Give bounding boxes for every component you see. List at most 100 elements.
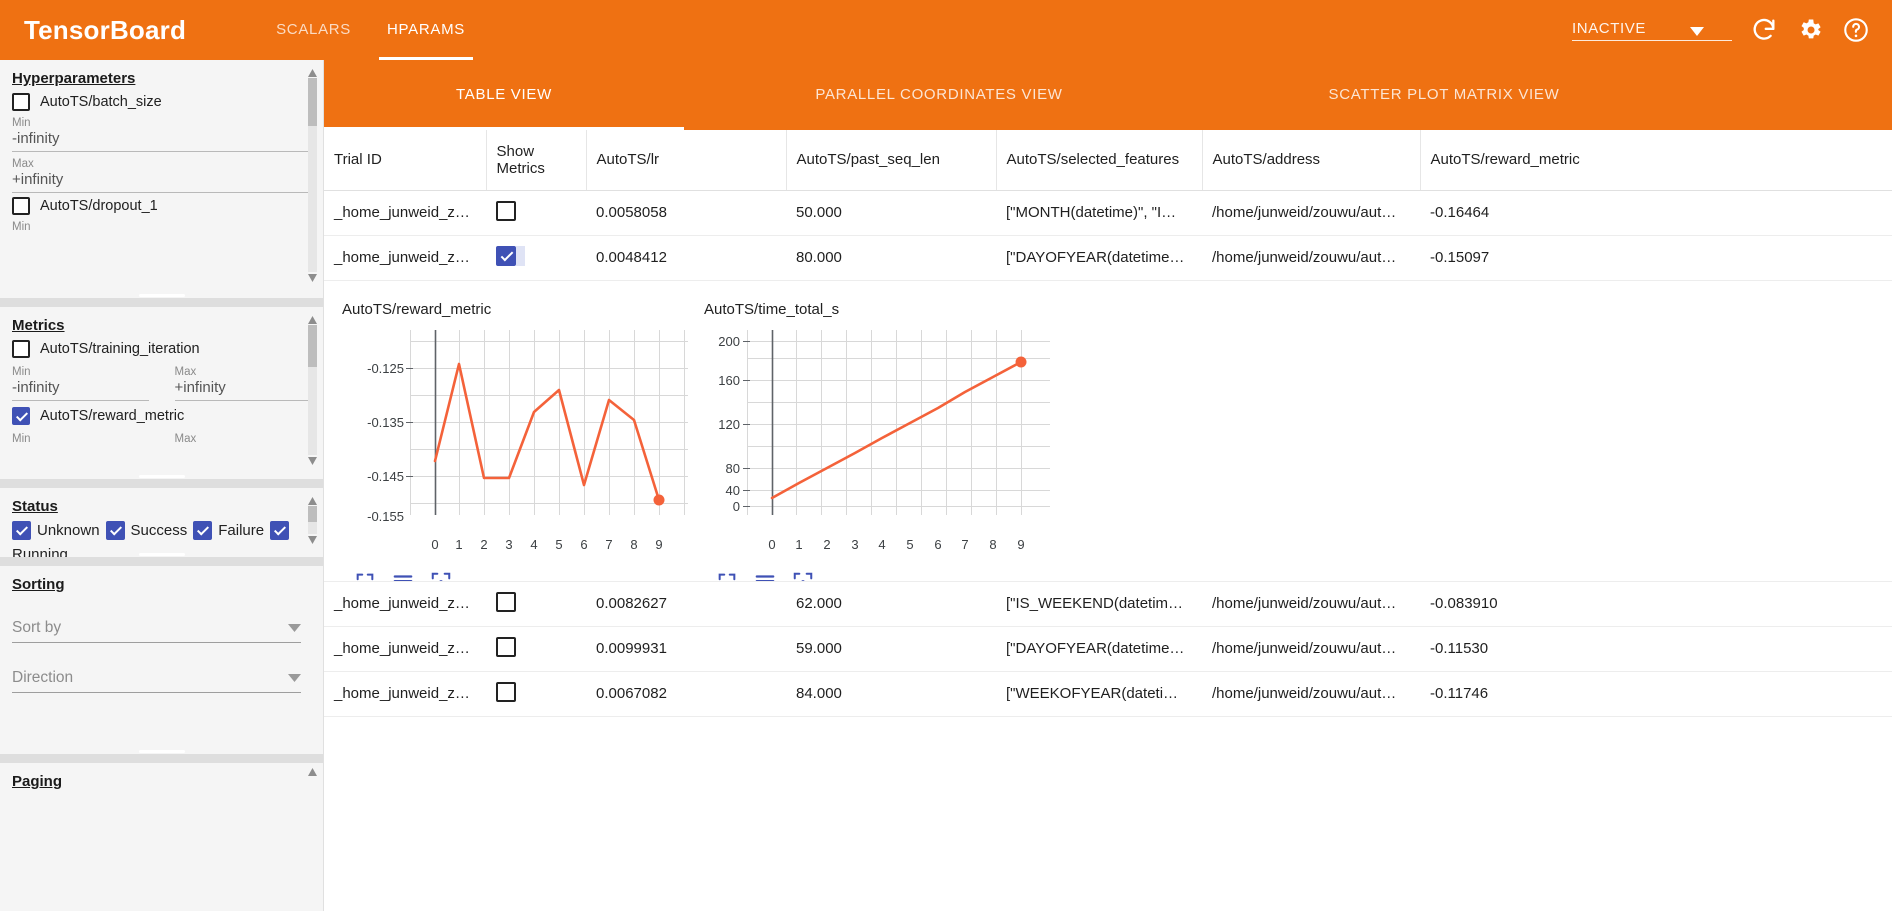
sidebar-section-paging: Paging bbox=[0, 763, 323, 793]
direction-select[interactable]: Direction bbox=[12, 669, 301, 693]
table-row[interactable]: _home_junweid_z… 0.0058058 50.000 ["MONT… bbox=[324, 190, 1892, 236]
hparam-min-field-batch-size[interactable]: Min -infinity bbox=[12, 117, 311, 152]
metric-max-field-training-iteration[interactable]: Max +infinity bbox=[174, 366, 311, 401]
scrollbar-track[interactable] bbox=[308, 78, 317, 272]
paging-scrollbar[interactable] bbox=[307, 767, 319, 791]
list-icon[interactable] bbox=[392, 571, 414, 580]
svg-text:5: 5 bbox=[555, 537, 562, 552]
section-resize-grabber[interactable] bbox=[138, 475, 185, 478]
scroll-up-icon[interactable] bbox=[308, 496, 317, 505]
fullscreen-icon[interactable] bbox=[354, 571, 376, 581]
hparam-checkbox-dropout-1[interactable] bbox=[12, 197, 30, 215]
scrollbar-thumb[interactable] bbox=[308, 78, 317, 126]
section-resize-grabber[interactable] bbox=[138, 553, 185, 556]
min-value: -infinity bbox=[12, 379, 149, 401]
cell-address: /home/junweid/zouwu/aut… bbox=[1202, 626, 1420, 672]
tab-parallel-coordinates-view[interactable]: PARALLEL COORDINATES VIEW bbox=[815, 86, 1063, 103]
status-checkbox-success[interactable] bbox=[105, 521, 125, 540]
list-icon[interactable] bbox=[754, 571, 776, 580]
cell-show-metrics[interactable] bbox=[486, 235, 586, 281]
metric-item-training-iteration[interactable]: AutoTS/training_iteration bbox=[12, 340, 311, 358]
scrollbar-thumb[interactable] bbox=[308, 325, 317, 367]
metric-min-field-reward-metric[interactable]: Min bbox=[12, 433, 149, 446]
fit-icon[interactable] bbox=[792, 571, 814, 580]
show-metrics-checkbox-wrap[interactable] bbox=[496, 200, 516, 221]
run-selector[interactable]: INACTIVE bbox=[1572, 20, 1732, 41]
column-header-address[interactable]: AutoTS/address bbox=[1202, 130, 1421, 191]
show-metrics-checkbox-wrap[interactable] bbox=[496, 591, 516, 612]
sort-by-select[interactable]: Sort by bbox=[12, 619, 301, 643]
refresh-icon[interactable] bbox=[1750, 16, 1778, 44]
nav-tab-scalars[interactable]: SCALARS bbox=[276, 21, 352, 38]
chart-canvas-time-total-s[interactable]: 200 160 120 80 40 0 bbox=[702, 320, 1050, 535]
nav-tab-hparams[interactable]: HPARAMS bbox=[369, 0, 483, 60]
hparam-item-dropout-1[interactable]: AutoTS/dropout_1 bbox=[12, 197, 311, 215]
show-metrics-checkbox[interactable] bbox=[496, 636, 516, 657]
tab-scatter-plot-matrix-view[interactable]: SCATTER PLOT MATRIX VIEW bbox=[1328, 86, 1560, 103]
max-label: Max bbox=[174, 366, 197, 378]
section-resize-grabber[interactable] bbox=[138, 750, 185, 753]
table-row[interactable]: _home_junweid_z… 0.0067082 84.000 ["WEEK… bbox=[324, 671, 1892, 717]
metrics-scrollbar[interactable] bbox=[307, 315, 319, 465]
metric-checkbox-training-iteration[interactable] bbox=[12, 340, 30, 358]
tab-table-view[interactable]: TABLE VIEW bbox=[324, 60, 684, 130]
cell-past-seq-len: 59.000 bbox=[786, 626, 996, 672]
show-metrics-checkbox[interactable] bbox=[496, 200, 516, 221]
scroll-up-icon[interactable] bbox=[308, 68, 317, 77]
scroll-up-icon[interactable] bbox=[308, 767, 317, 776]
scroll-up-icon[interactable] bbox=[308, 315, 317, 324]
cell-show-metrics[interactable] bbox=[486, 190, 586, 236]
chart-tools-reward-metric bbox=[340, 565, 690, 581]
column-header-show-metrics[interactable]: Show Metrics bbox=[486, 130, 587, 191]
show-metrics-checkbox[interactable] bbox=[496, 245, 516, 266]
metric-item-reward-metric[interactable]: AutoTS/reward_metric bbox=[12, 407, 311, 425]
table-row[interactable]: _home_junweid_z… 0.0082627 62.000 ["IS_W… bbox=[324, 581, 1892, 627]
cell-reward-metric: -0.11746 bbox=[1420, 671, 1892, 717]
status-checkbox-unknown[interactable] bbox=[12, 521, 31, 540]
trials-table: Trial ID Show Metrics AutoTS/lr AutoTS/p… bbox=[324, 130, 1892, 717]
scroll-down-icon[interactable] bbox=[308, 456, 317, 465]
hparam-label-batch-size: AutoTS/batch_size bbox=[40, 94, 162, 110]
metric-max-field-reward-metric[interactable]: Max bbox=[175, 433, 312, 446]
hparam-checkbox-batch-size[interactable] bbox=[12, 93, 30, 111]
status-checkbox-failure[interactable] bbox=[193, 521, 213, 540]
cell-show-metrics[interactable] bbox=[486, 671, 586, 717]
scrollbar-thumb[interactable] bbox=[308, 506, 317, 522]
hparam-item-batch-size[interactable]: AutoTS/batch_size bbox=[12, 93, 311, 111]
metric-min-field-training-iteration[interactable]: Min -infinity bbox=[12, 366, 149, 401]
gear-icon[interactable] bbox=[1796, 16, 1824, 44]
column-header-past-seq-len[interactable]: AutoTS/past_seq_len bbox=[786, 130, 997, 191]
show-metrics-checkbox-wrap[interactable] bbox=[496, 245, 525, 266]
metric-checkbox-reward-metric[interactable] bbox=[12, 407, 30, 425]
svg-text:120: 120 bbox=[718, 417, 740, 432]
fit-icon[interactable] bbox=[430, 571, 452, 580]
section-resize-grabber[interactable] bbox=[138, 294, 185, 297]
svg-text:8: 8 bbox=[989, 537, 996, 552]
show-metrics-checkbox-wrap[interactable] bbox=[496, 681, 516, 702]
hyperparameters-scrollbar[interactable] bbox=[307, 68, 319, 282]
column-header-reward-metric[interactable]: AutoTS/reward_metric bbox=[1420, 130, 1892, 191]
sidebar-section-hyperparameters: Hyperparameters AutoTS/batch_size Min -i… bbox=[0, 60, 323, 298]
column-header-lr[interactable]: AutoTS/lr bbox=[586, 130, 787, 191]
scroll-down-icon[interactable] bbox=[308, 273, 317, 282]
fullscreen-icon[interactable] bbox=[716, 571, 738, 581]
cell-reward-metric: -0.083910 bbox=[1420, 581, 1892, 627]
hparam-max-field-batch-size[interactable]: Max +infinity bbox=[12, 158, 311, 193]
help-circle-icon[interactable] bbox=[1842, 16, 1870, 44]
table-row[interactable]: _home_junweid_z… 0.0048412 80.000 ["DAYO… bbox=[324, 235, 1892, 281]
show-metrics-checkbox-wrap[interactable] bbox=[496, 636, 516, 657]
cell-show-metrics[interactable] bbox=[486, 626, 586, 672]
scrollbar-track[interactable] bbox=[308, 325, 317, 455]
show-metrics-checkbox[interactable] bbox=[496, 591, 516, 612]
chart-canvas-reward-metric[interactable]: -0.125 -0.135 -0.145 -0.155 bbox=[340, 320, 688, 535]
hparam-min-field-dropout-1[interactable]: Min bbox=[12, 221, 311, 233]
column-header-selected-features[interactable]: AutoTS/selected_features bbox=[996, 130, 1203, 191]
status-scrollbar[interactable] bbox=[307, 496, 319, 544]
column-header-trial-id[interactable]: Trial ID bbox=[324, 130, 487, 191]
show-metrics-checkbox[interactable] bbox=[496, 681, 516, 702]
scroll-down-icon[interactable] bbox=[308, 535, 317, 544]
cell-past-seq-len: 62.000 bbox=[786, 581, 996, 627]
cell-show-metrics[interactable] bbox=[486, 581, 586, 627]
table-row[interactable]: _home_junweid_z… 0.0099931 59.000 ["DAYO… bbox=[324, 626, 1892, 672]
status-checkbox-running[interactable] bbox=[270, 521, 290, 540]
